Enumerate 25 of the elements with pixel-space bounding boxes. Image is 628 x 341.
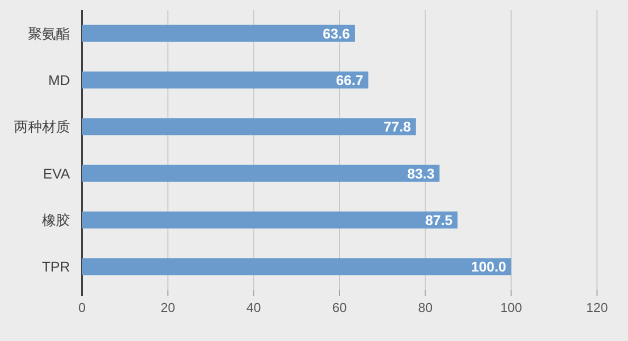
data-label: 63.6 (322, 25, 350, 42)
bar (82, 164, 440, 182)
y-tick-label: TPR (42, 258, 70, 275)
y-tick-label: EVA (43, 165, 71, 182)
bar (82, 72, 368, 88)
y-tick-label: 聚氨酯 (28, 25, 70, 42)
data-label: 87.5 (425, 212, 453, 228)
x-tick-label: 80 (418, 300, 433, 315)
y-tick-label: 橡胶 (42, 212, 70, 228)
y-tick-label: MD (48, 72, 70, 88)
data-label: 83.3 (407, 165, 435, 182)
x-tick-label: 100 (500, 300, 522, 315)
data-label: 66.7 (336, 72, 364, 88)
data-label: 77.8 (384, 118, 412, 135)
x-tick-label: 60 (332, 300, 347, 315)
x-tick-label: 0 (78, 300, 86, 315)
x-tick-label: 40 (246, 300, 261, 315)
x-tick-label: 120 (586, 300, 608, 315)
x-tick-label: 20 (160, 300, 176, 315)
bar (82, 258, 512, 276)
data-label: 100.0 (471, 258, 506, 275)
bar (82, 212, 458, 228)
y-tick-label: 两种材质 (14, 118, 70, 135)
bar (82, 24, 355, 42)
bar (82, 118, 416, 136)
